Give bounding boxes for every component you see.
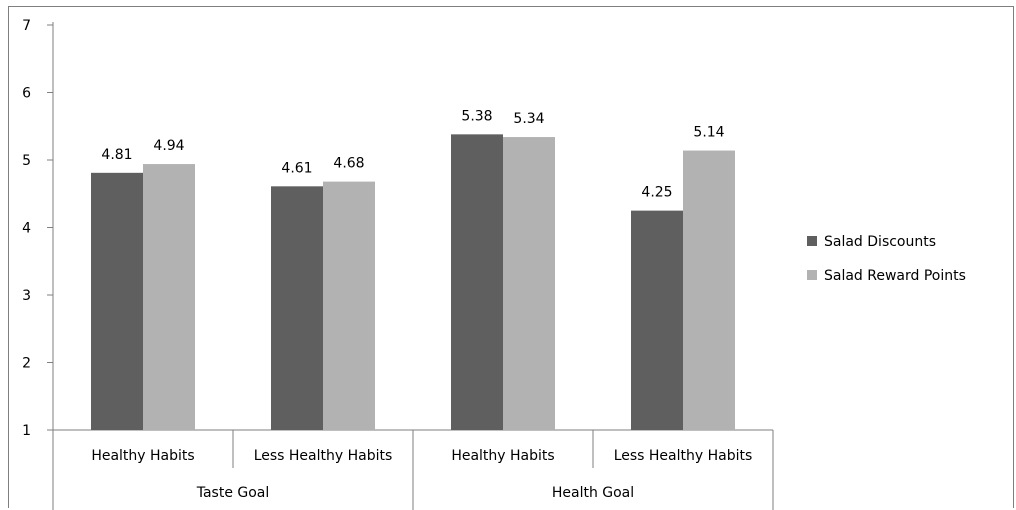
bar xyxy=(271,186,323,430)
y-tick-label: 4 xyxy=(22,221,31,237)
data-label: 5.14 xyxy=(693,125,724,141)
x-group-label: Health Goal xyxy=(552,485,634,501)
x-category-label: Healthy Habits xyxy=(91,448,194,464)
data-label: 4.81 xyxy=(101,147,132,163)
y-tick-label: 1 xyxy=(22,423,31,439)
legend-label: Salad Reward Points xyxy=(824,268,966,284)
bar xyxy=(91,172,143,430)
x-category-label: Less Healthy Habits xyxy=(254,448,393,464)
y-tick-label: 5 xyxy=(22,153,31,169)
data-label: 4.68 xyxy=(333,156,364,172)
bar xyxy=(323,181,375,430)
bar xyxy=(683,150,735,431)
data-label: 4.25 xyxy=(641,185,672,201)
data-label: 4.94 xyxy=(153,138,184,154)
x-category-label: Healthy Habits xyxy=(451,448,554,464)
y-tick-label: 2 xyxy=(22,356,31,372)
legend-label: Salad Discounts xyxy=(824,234,936,250)
bar xyxy=(451,134,503,430)
bar xyxy=(503,137,555,431)
data-label: 4.61 xyxy=(281,160,312,176)
x-category-label: Less Healthy Habits xyxy=(614,448,753,464)
legend-swatch xyxy=(807,270,817,280)
y-tick-label: 3 xyxy=(22,288,31,304)
x-group-label: Taste Goal xyxy=(196,485,270,501)
y-tick-label: 6 xyxy=(22,86,31,102)
data-label: 5.34 xyxy=(513,111,544,127)
y-tick-label: 7 xyxy=(22,18,31,34)
legend-swatch xyxy=(807,236,817,246)
bar xyxy=(631,210,683,430)
data-label: 5.38 xyxy=(461,108,492,124)
bar xyxy=(143,164,195,431)
